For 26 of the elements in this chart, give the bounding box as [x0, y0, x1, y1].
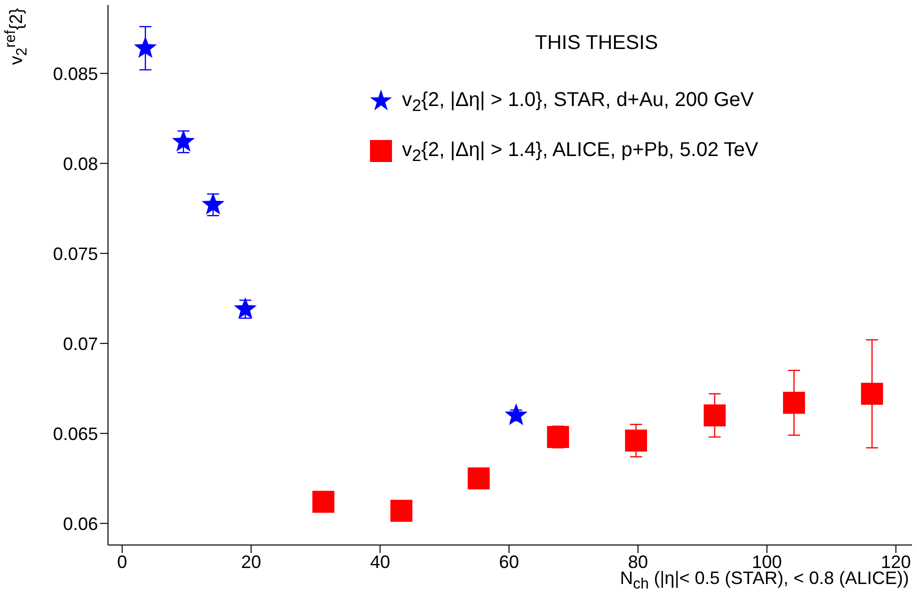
legend-label: v$_{2}${2, |Δη| > 1.4}, ALICE, p+Pb, 5.02 TeV: [402, 139, 758, 165]
x-tick-label: 60: [499, 552, 520, 572]
point: [547, 426, 570, 448]
y-tick-label: 0.07: [62, 334, 98, 354]
x-tick-label: 0: [117, 552, 128, 572]
x-tick-label: 40: [370, 552, 390, 572]
point: [468, 467, 490, 490]
y-tick-label: 0.085: [52, 64, 98, 84]
annotation: THIS THESIS: [535, 32, 658, 55]
point: [861, 382, 884, 405]
point: [202, 192, 225, 215]
y-tick-label: 0.06: [62, 514, 98, 534]
point: [704, 404, 726, 426]
y-tick-label: 0.075: [52, 244, 98, 264]
point: [312, 490, 334, 513]
point: [504, 403, 528, 426]
legend-label: v$_{2}${2, |Δη| > 1.0}, STAR, d+Au, 200 GeV: [402, 89, 754, 115]
point: [234, 297, 257, 319]
point: [172, 130, 195, 152]
x-tick-label: 20: [241, 552, 262, 572]
point: [390, 500, 412, 522]
point: [625, 430, 648, 452]
point: [783, 392, 806, 414]
y-tick-label: 0.08: [62, 154, 98, 174]
point: [134, 36, 157, 58]
y-tick-label: 0.065: [52, 424, 98, 444]
